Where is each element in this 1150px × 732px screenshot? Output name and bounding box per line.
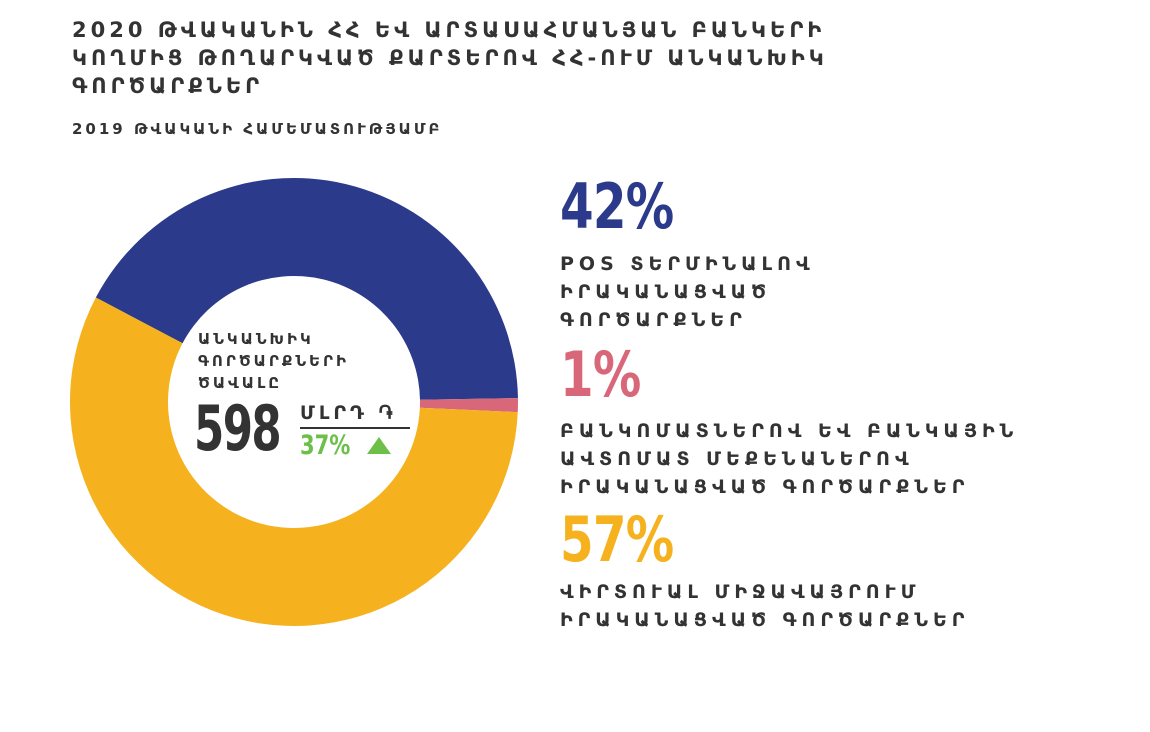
total-value: 598 — [194, 392, 282, 465]
chart-title: 2020 ԹՎԱԿԱՆԻՆ ՀՀ ԵՎ ԱՐՏԱՍԱՀՄԱՆՅԱՆ ԲԱՆԿԵՐ… — [72, 18, 828, 98]
legend-pct-atm: 1% — [560, 338, 641, 411]
unit-divider — [300, 427, 410, 429]
legend-pct-online: 57% — [560, 503, 674, 576]
slice-pos — [95, 177, 518, 400]
legend-text-atm: ԲԱՆԿՈՄԱՏՆԵՐՈՎ ԵՎ ԲԱՆԿԱՅԻՆ ԱՎՏՈՄԱՏ ՄԵՔԵՆԱ… — [560, 420, 1019, 498]
chart-subtitle: 2019 ԹՎԱԿԱՆԻ ՀԱՄԵՄԱՏՈՒԹՅԱՄԲ — [72, 120, 443, 138]
slice-online — [70, 297, 518, 626]
total-unit: ՄԼՐԴ ֏ — [300, 402, 397, 424]
slice-atm — [419, 398, 518, 413]
growth-percent: 37% — [300, 430, 351, 461]
legend-pct-pos: 42% — [560, 170, 674, 243]
legend-text-online: ՎԻՐՏՈՒԱԼ ՄԻՋԱՎԱՅՐՈՒՄ ԻՐԱԿԱՆԱՑՎԱԾ ԳՈՐԾԱՐՔ… — [560, 581, 970, 631]
legend-text-pos: POS ՏԵՐՄԻՆԱԼՈՎ ԻՐԱԿԱՆԱՑՎԱԾ ԳՈՐԾԱՐՔՆԵՐ — [560, 253, 815, 331]
up-arrow-icon — [367, 437, 391, 454]
center-label: ԱՆԿԱՆԽԻԿ ԳՈՐԾԱՐՔՆԵՐԻ ԾԱՎԱԼԸ — [198, 330, 349, 392]
